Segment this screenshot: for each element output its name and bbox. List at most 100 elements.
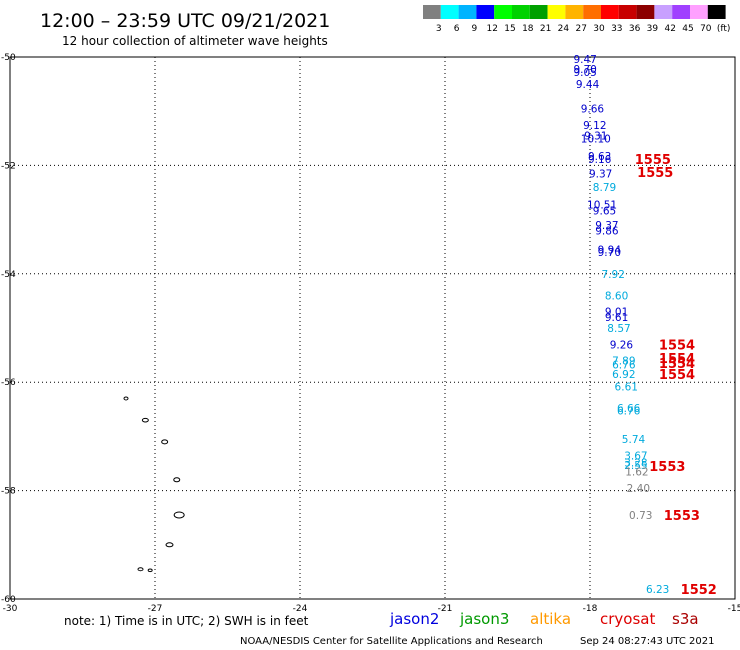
island-outline: [141, 417, 149, 423]
wave-height-label: 9.70: [598, 247, 621, 259]
colorbar-swatch: [494, 5, 512, 19]
colorbar-label: 45: [682, 24, 693, 34]
colorbar-label: 21: [540, 24, 551, 34]
wave-height-label: 9.01: [605, 307, 628, 319]
lat-tick-label: -50: [1, 53, 16, 63]
lon-tick-label: -21: [438, 604, 453, 614]
lat-tick-label: -54: [1, 270, 16, 280]
colorbar-label: 18: [522, 24, 534, 34]
wave-height-label: 6.76: [617, 405, 641, 417]
colorbar-label: 39: [647, 24, 659, 34]
colorbar-label: 33: [611, 24, 622, 34]
colorbar-label: 12: [486, 24, 497, 34]
colorbar-swatch: [440, 5, 459, 19]
colorbar-swatch: [654, 5, 673, 19]
colorbar-legend: 3 6 9 12 15 18 21 24 27 30 33 36 39 42 45 70 (ft): [423, 5, 730, 34]
lat-tick-label: -56: [1, 378, 16, 388]
lon-tick-label: -18: [583, 604, 598, 614]
wave-height-label: 1.62: [625, 467, 648, 479]
satellite-legend-altika: altika: [530, 610, 571, 628]
wave-height-label: 7.92: [602, 269, 625, 281]
colorbar-swatch: [547, 5, 566, 19]
colorbar-swatch: [601, 5, 619, 19]
satellite-legend-s3a: s3a: [672, 610, 699, 628]
satellite-legend: jason2 jason3 altika cryosat s3a: [389, 610, 699, 628]
footer-timestamp: Sep 24 08:27:43 UTC 2021: [580, 636, 714, 647]
colorbar-label: 15: [504, 24, 515, 34]
colorbar-swatch: [423, 5, 441, 19]
plot-border: [9, 56, 736, 600]
colorbar-label: (ft): [717, 24, 731, 34]
pass-number-label: 1553: [664, 509, 700, 524]
wave-height-labels: 9.479.709.059.449.669.129.3110.109.639.1…: [573, 54, 669, 596]
colorbar-label: 3: [436, 24, 442, 34]
wave-height-label: 8.79: [593, 182, 616, 194]
colorbar-swatch: [512, 5, 530, 19]
wave-height-label: 6.61: [615, 382, 638, 394]
pass-number-label: 1554: [659, 368, 695, 383]
pass-number-label: 1552: [681, 583, 717, 598]
wave-height-label: 9.05: [573, 67, 596, 79]
map-title: 12:00 – 23:59 UTC 09/21/2021: [40, 10, 330, 32]
satellite-legend-cryosat: cryosat: [600, 610, 655, 628]
south-sandwich-islands: [123, 396, 185, 573]
colorbar-swatch: [476, 5, 495, 19]
lat-tick-label: -52: [1, 161, 16, 171]
pass-number-label: 1554: [659, 357, 695, 372]
wave-height-label: 5.74: [622, 434, 646, 446]
satellite-legend-jason2: jason2: [389, 610, 439, 628]
colorbar-swatch: [583, 5, 601, 19]
wave-height-label: 8.60: [605, 290, 628, 302]
colorbar-swatch: [529, 5, 548, 19]
lon-tick-label: -30: [3, 604, 18, 614]
wave-height-label: 2.55: [624, 460, 647, 472]
wave-height-label: 3.28: [624, 457, 647, 469]
colorbar-label: 9: [472, 24, 478, 34]
island-outline: [173, 511, 185, 519]
wave-height-label: 10.10: [581, 133, 611, 145]
colorbar-label: 30: [593, 24, 605, 34]
colorbar-label: 42: [664, 24, 675, 34]
wave-height-label: 9.66: [581, 103, 605, 115]
pass-number-label: 1555: [637, 166, 673, 181]
wave-height-label: 7.89: [612, 356, 635, 368]
lon-tick-label: -27: [148, 604, 163, 614]
wave-height-label: 9.37: [595, 220, 618, 232]
island-outline: [147, 568, 153, 573]
island-outline: [137, 567, 144, 572]
wave-height-label: 9.16: [588, 154, 612, 166]
island-outline: [173, 477, 181, 483]
wave-height-label: 9.65: [593, 205, 616, 217]
satellite-legend-jason3: jason3: [459, 610, 509, 628]
colorbar-swatch: [565, 5, 584, 19]
wave-height-label: 8.57: [607, 323, 630, 335]
wave-height-label: 9.94: [598, 244, 622, 256]
wave-height-label: 9.63: [588, 151, 611, 163]
wave-height-label: 6.66: [617, 403, 641, 415]
colorbar-swatch: [618, 5, 637, 19]
colorbar-label: 70: [700, 24, 712, 34]
colorbar-label: 6: [454, 24, 460, 34]
graticule: [10, 57, 735, 599]
footer-credit: NOAA/NESDIS Center for Satellite Applica…: [240, 636, 543, 647]
wave-height-label: 9.31: [584, 131, 607, 143]
pass-number-label: 1553: [649, 460, 685, 475]
wave-height-label: 6.23: [646, 584, 669, 596]
pass-number-label: 1555: [635, 153, 671, 168]
wave-height-label: 9.37: [589, 169, 612, 181]
wave-height-label: 9.61: [605, 312, 628, 324]
wave-height-label: 3.67: [624, 450, 647, 462]
axis-tick-labels: -30 -27 -24 -21 -18 -15 -50 -52 -54 -56 -58 -60: [1, 53, 740, 614]
wave-height-label: 9.12: [583, 120, 606, 132]
island-outline: [123, 396, 129, 401]
wave-height-label: 9.86: [595, 225, 619, 237]
wave-height-label: 6.76: [612, 359, 636, 371]
note-text: note: 1) Time is in UTC; 2) SWH is in fe…: [64, 614, 309, 628]
wave-height-label: 2.40: [627, 483, 650, 495]
colorbar-swatch: [458, 5, 477, 19]
wave-height-label: 9.47: [573, 54, 596, 66]
map-frame: [9, 56, 736, 600]
colorbar-label: 27: [575, 24, 586, 34]
